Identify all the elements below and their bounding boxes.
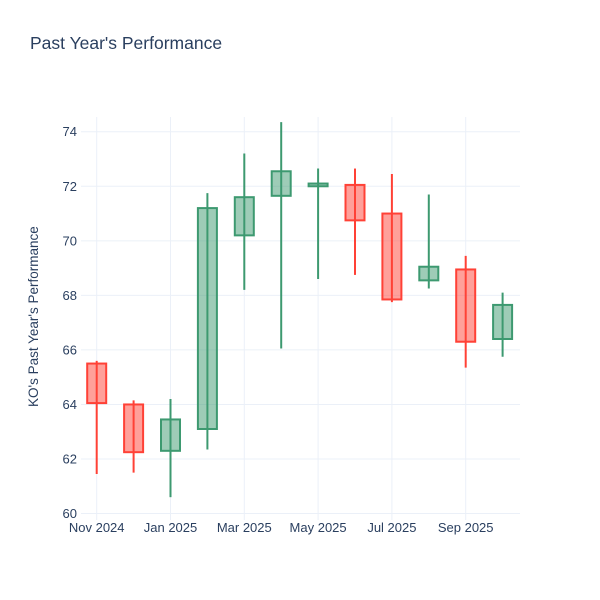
y-tick-label: 66 xyxy=(63,342,77,357)
x-tick-label: Mar 2025 xyxy=(217,520,272,535)
chart-title: Past Year's Performance xyxy=(30,33,223,53)
candle-body-down xyxy=(455,268,477,343)
candle-body-up xyxy=(307,182,329,188)
candle-body-up xyxy=(196,207,218,430)
y-tick-label: 70 xyxy=(63,233,77,248)
y-tick-label: 64 xyxy=(63,397,77,412)
y-tick-label: 68 xyxy=(63,288,77,303)
y-tick-label: 74 xyxy=(63,124,77,139)
y-tick-label: 72 xyxy=(63,179,77,194)
candle-body-down xyxy=(123,403,145,454)
y-tick-label: 60 xyxy=(63,506,77,521)
candle-body-down xyxy=(381,212,403,301)
candle-body-up xyxy=(233,196,255,237)
candle-body-up xyxy=(492,303,514,340)
candle-body-down xyxy=(344,183,366,222)
x-tick-label: Jul 2025 xyxy=(367,520,416,535)
candle-body-up xyxy=(418,265,440,282)
candle-body-up xyxy=(270,170,292,197)
candle-body-down xyxy=(86,362,108,405)
x-tick-label: Nov 2024 xyxy=(69,520,125,535)
candle-body-up xyxy=(160,418,181,452)
y-tick-label: 62 xyxy=(63,452,77,467)
x-tick-label: Sep 2025 xyxy=(438,520,494,535)
x-tick-label: May 2025 xyxy=(290,520,347,535)
x-tick-label: Jan 2025 xyxy=(144,520,198,535)
